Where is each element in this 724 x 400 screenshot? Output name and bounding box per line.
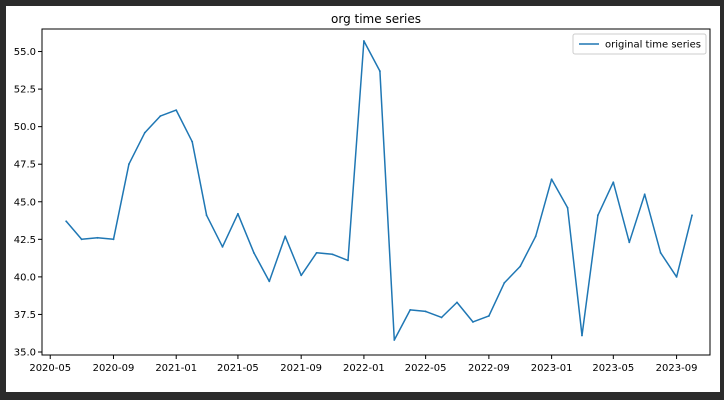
legend-box — [572, 33, 707, 55]
data-point — [393, 339, 396, 341]
x-tick-label: 2022-01 — [343, 363, 385, 374]
y-tick-label: 35.0 — [14, 347, 36, 358]
data-point — [424, 310, 427, 313]
x-tick-label: 2023-01 — [531, 363, 573, 374]
data-point — [409, 309, 412, 311]
data-point — [581, 334, 583, 337]
x-tick-label: 2020-05 — [29, 363, 71, 374]
x-tick-label: 2022-05 — [405, 363, 447, 374]
data-point — [643, 193, 646, 196]
data-point — [205, 214, 208, 217]
y-tick-label: 37.5 — [14, 310, 36, 321]
y-tick-label: 52.5 — [14, 85, 36, 96]
data-point — [596, 214, 599, 217]
data-point — [691, 214, 693, 217]
data-point — [268, 280, 271, 283]
series-line — [65, 40, 693, 341]
x-tick-label: 2021-09 — [280, 363, 322, 374]
data-point — [534, 235, 537, 238]
data-point — [96, 236, 99, 239]
data-point — [159, 115, 162, 118]
y-tick-label: 40.0 — [14, 272, 36, 283]
data-point — [331, 253, 334, 256]
data-point — [175, 109, 178, 112]
y-tick-label: 50.0 — [14, 122, 36, 133]
data-point — [628, 241, 631, 244]
data-point — [363, 40, 365, 42]
axis-ticks: 35.0 37.5 40.0 42.5 45.0 47.5 50.0 52.5 55.0 2020… — [14, 47, 698, 374]
figure: org time series 35.0 37.5 40.0 42.5 45.0 47.5… — [6, 6, 720, 392]
data-point — [378, 70, 381, 72]
data-point — [440, 316, 443, 319]
data-point — [80, 238, 83, 241]
data-point — [191, 140, 194, 143]
x-tick-label: 2021-05 — [217, 363, 259, 374]
data-point — [300, 274, 303, 277]
data-point — [284, 235, 287, 238]
y-tick-label: 47.5 — [14, 160, 36, 171]
y-tick-label: 45.0 — [14, 197, 36, 208]
data-point — [550, 178, 553, 181]
data-point — [112, 238, 115, 241]
data-point — [612, 181, 615, 184]
data-point — [65, 220, 68, 223]
data-point — [221, 245, 224, 248]
data-point — [347, 259, 349, 262]
data-point — [675, 275, 678, 278]
data-point — [659, 251, 662, 254]
data-point — [519, 265, 522, 268]
plot-area-frame — [41, 28, 711, 356]
x-tick-label: 2022-09 — [468, 363, 510, 374]
x-tick-label: 2020-09 — [93, 363, 135, 374]
chart-title: org time series — [331, 12, 421, 26]
y-tick-label: 55.0 — [14, 47, 36, 58]
legend-label: original time series — [605, 40, 701, 51]
line-chart: org time series 35.0 37.5 40.0 42.5 45.0 47.5… — [14, 12, 711, 374]
data-point — [143, 131, 146, 134]
data-point — [566, 206, 569, 209]
x-tick-label: 2023-05 — [592, 363, 634, 374]
y-tick-label: 42.5 — [14, 235, 36, 246]
data-point — [472, 321, 474, 323]
data-point — [456, 301, 458, 304]
x-tick-label: 2021-01 — [155, 363, 197, 374]
series-lines — [65, 40, 693, 341]
x-tick-label: 2023-09 — [656, 363, 698, 374]
data-point — [315, 251, 318, 254]
data-point — [487, 315, 490, 317]
legend: original time series — [572, 33, 707, 55]
data-point — [128, 163, 130, 166]
data-point — [237, 212, 239, 215]
data-point — [503, 281, 506, 284]
data-point — [252, 251, 255, 254]
